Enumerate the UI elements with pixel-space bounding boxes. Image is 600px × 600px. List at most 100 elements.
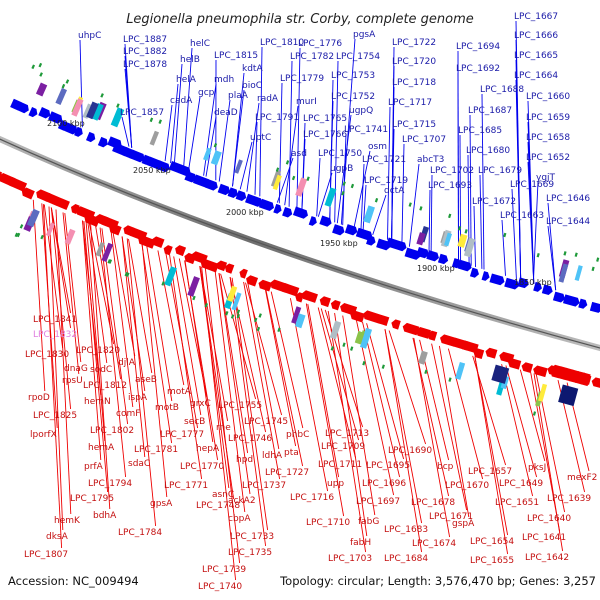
gene-arrow: [155, 160, 170, 173]
gene-label: LPC_1784: [118, 528, 162, 538]
gene-arrow: [138, 235, 156, 249]
feature-block: [381, 364, 385, 369]
gene-arrow: [427, 330, 438, 341]
feature-block: [455, 361, 466, 380]
leader-line: [48, 206, 64, 531]
gene-arrow: [56, 198, 70, 211]
feature-block: [448, 377, 452, 382]
feature-block: [359, 327, 373, 349]
leader-line: [121, 236, 146, 392]
gene-arrow: [437, 253, 449, 265]
leader-line: [511, 188, 517, 280]
leader-line: [231, 277, 269, 531]
feature-block: [126, 272, 130, 277]
gene-label: rpsU: [62, 376, 83, 386]
leader-line: [141, 244, 168, 498]
gene-arrow: [397, 241, 407, 252]
feature-block: [291, 306, 302, 324]
gene-arrow: [533, 281, 542, 292]
gene-label: hpd: [236, 455, 253, 465]
gene-label: abcT3: [417, 155, 444, 165]
gene-label: LPC_1718: [392, 78, 436, 88]
leader-line: [372, 194, 387, 236]
leader-line: [99, 227, 127, 478]
leader-line: [501, 364, 534, 497]
gene-label: motA: [167, 387, 192, 397]
leader-line: [62, 212, 80, 375]
gene-arrow: [485, 347, 498, 359]
gene-arrow: [426, 250, 439, 262]
gene-label: LPC_1740: [198, 582, 242, 592]
leader-line: [532, 181, 539, 284]
leader-line: [430, 174, 433, 254]
gene-arrow: [216, 260, 228, 272]
gene-label: LPC_1830: [25, 350, 69, 360]
gene-label: LPC_1683: [384, 525, 428, 535]
gene-label: upp: [327, 479, 344, 489]
leader-line: [141, 244, 173, 444]
feature-block: [354, 330, 365, 345]
leader-line: [110, 232, 134, 408]
leader-line: [384, 329, 423, 553]
leader-line: [204, 268, 241, 564]
leader-line: [239, 141, 253, 190]
leader-line: [276, 157, 294, 203]
gene-label: LPC_1781: [134, 445, 178, 455]
gene-arrow: [473, 348, 485, 360]
gene-arrow: [7, 177, 28, 192]
gene-label: LPC_1794: [88, 479, 132, 489]
feature-block: [424, 369, 428, 375]
gene-label: LPC_1782: [290, 52, 334, 62]
feature-block: [116, 103, 120, 108]
feature-block: [225, 311, 229, 316]
gene-label: LPC_1820: [76, 346, 120, 356]
feature-block: [203, 147, 212, 161]
gene-arrow: [129, 149, 145, 163]
gene-label: LPC_1720: [392, 57, 436, 67]
leader-line: [112, 232, 136, 357]
gene-label: pta: [284, 448, 299, 458]
gene-label: LPC_1665: [514, 51, 558, 61]
gene-arrow: [376, 238, 391, 251]
gene-label: LPC_1719: [364, 176, 408, 186]
gene-label: LPC_1777: [160, 430, 204, 440]
gene-label: deaD: [214, 108, 238, 118]
leader-line: [284, 105, 299, 206]
scale-label-2000: 2000 kbp: [226, 208, 264, 217]
leader-line: [205, 116, 217, 177]
scale-label-2100: 2100 kbp: [47, 119, 85, 128]
feature-block: [161, 281, 165, 286]
feature-block: [275, 167, 280, 172]
feature-block: [71, 98, 84, 117]
leader-line: [90, 223, 111, 510]
gene-arrow: [85, 131, 96, 143]
leader-line: [83, 221, 109, 493]
gene-arrow: [404, 247, 421, 260]
leader-line: [342, 315, 376, 516]
scale-label-1950: 1950 kbp: [320, 239, 358, 248]
feature-block: [210, 150, 222, 166]
gene-label: LPC_1722: [392, 38, 436, 48]
gene-arrow: [308, 216, 317, 226]
gene-arrow: [415, 326, 431, 339]
gene-label: LPC_1750: [318, 149, 362, 159]
feature-block: [204, 302, 209, 308]
gene-label: LPC_1654: [470, 537, 514, 547]
leader-line: [431, 343, 468, 511]
gene-arrow: [245, 193, 263, 207]
gene-label: ugpQ: [349, 106, 373, 116]
gene-arrow: [481, 271, 490, 281]
feature-block: [574, 252, 578, 257]
gene-label: LPC_1766: [303, 130, 347, 140]
feature-block: [101, 242, 114, 263]
gene-label: LPC_1765: [303, 114, 347, 124]
gene-label: bioC: [242, 81, 262, 91]
feature-block: [39, 72, 43, 77]
gene-arrow: [151, 236, 165, 248]
leader-line: [82, 220, 102, 461]
gene-label: LPC_1711: [318, 460, 362, 470]
feature-block: [95, 241, 105, 257]
gene-arrow: [591, 377, 600, 390]
gene-arrow: [402, 322, 420, 336]
